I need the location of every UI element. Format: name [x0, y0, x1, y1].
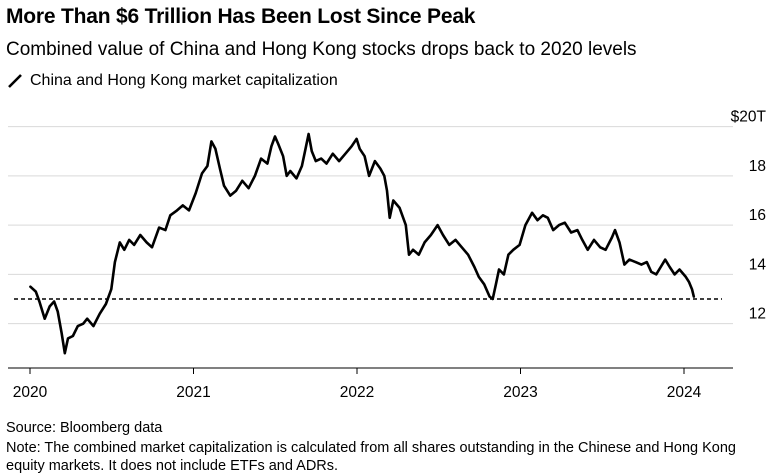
y-tick-label: 12	[749, 306, 766, 323]
x-tick-label: 2023	[503, 384, 537, 401]
y-tick-label: $20T	[731, 109, 767, 126]
x-tick-label: 2021	[176, 384, 210, 401]
legend: China and Hong Kong market capitalizatio…	[6, 72, 338, 90]
chart-subtitle: Combined value of China and Hong Kong st…	[6, 39, 637, 60]
footnote: Note: The combined market capitalization…	[6, 440, 736, 474]
x-tick-label: 2020	[13, 384, 48, 401]
legend-label: China and Hong Kong market capitalizatio…	[30, 72, 338, 89]
series-line	[29, 132, 696, 355]
chart-title: More Than $6 Trillion Has Been Lost Sinc…	[6, 5, 476, 28]
y-tick-label: 16	[749, 207, 766, 224]
x-tick-label: 2022	[340, 384, 374, 401]
y-tick-label: 18	[749, 158, 766, 175]
x-tick-label: 2024	[667, 384, 702, 401]
legend-line-icon	[8, 74, 22, 88]
y-tick-label: 14	[749, 256, 767, 273]
source-note: Source: Bloomberg data	[6, 420, 163, 436]
